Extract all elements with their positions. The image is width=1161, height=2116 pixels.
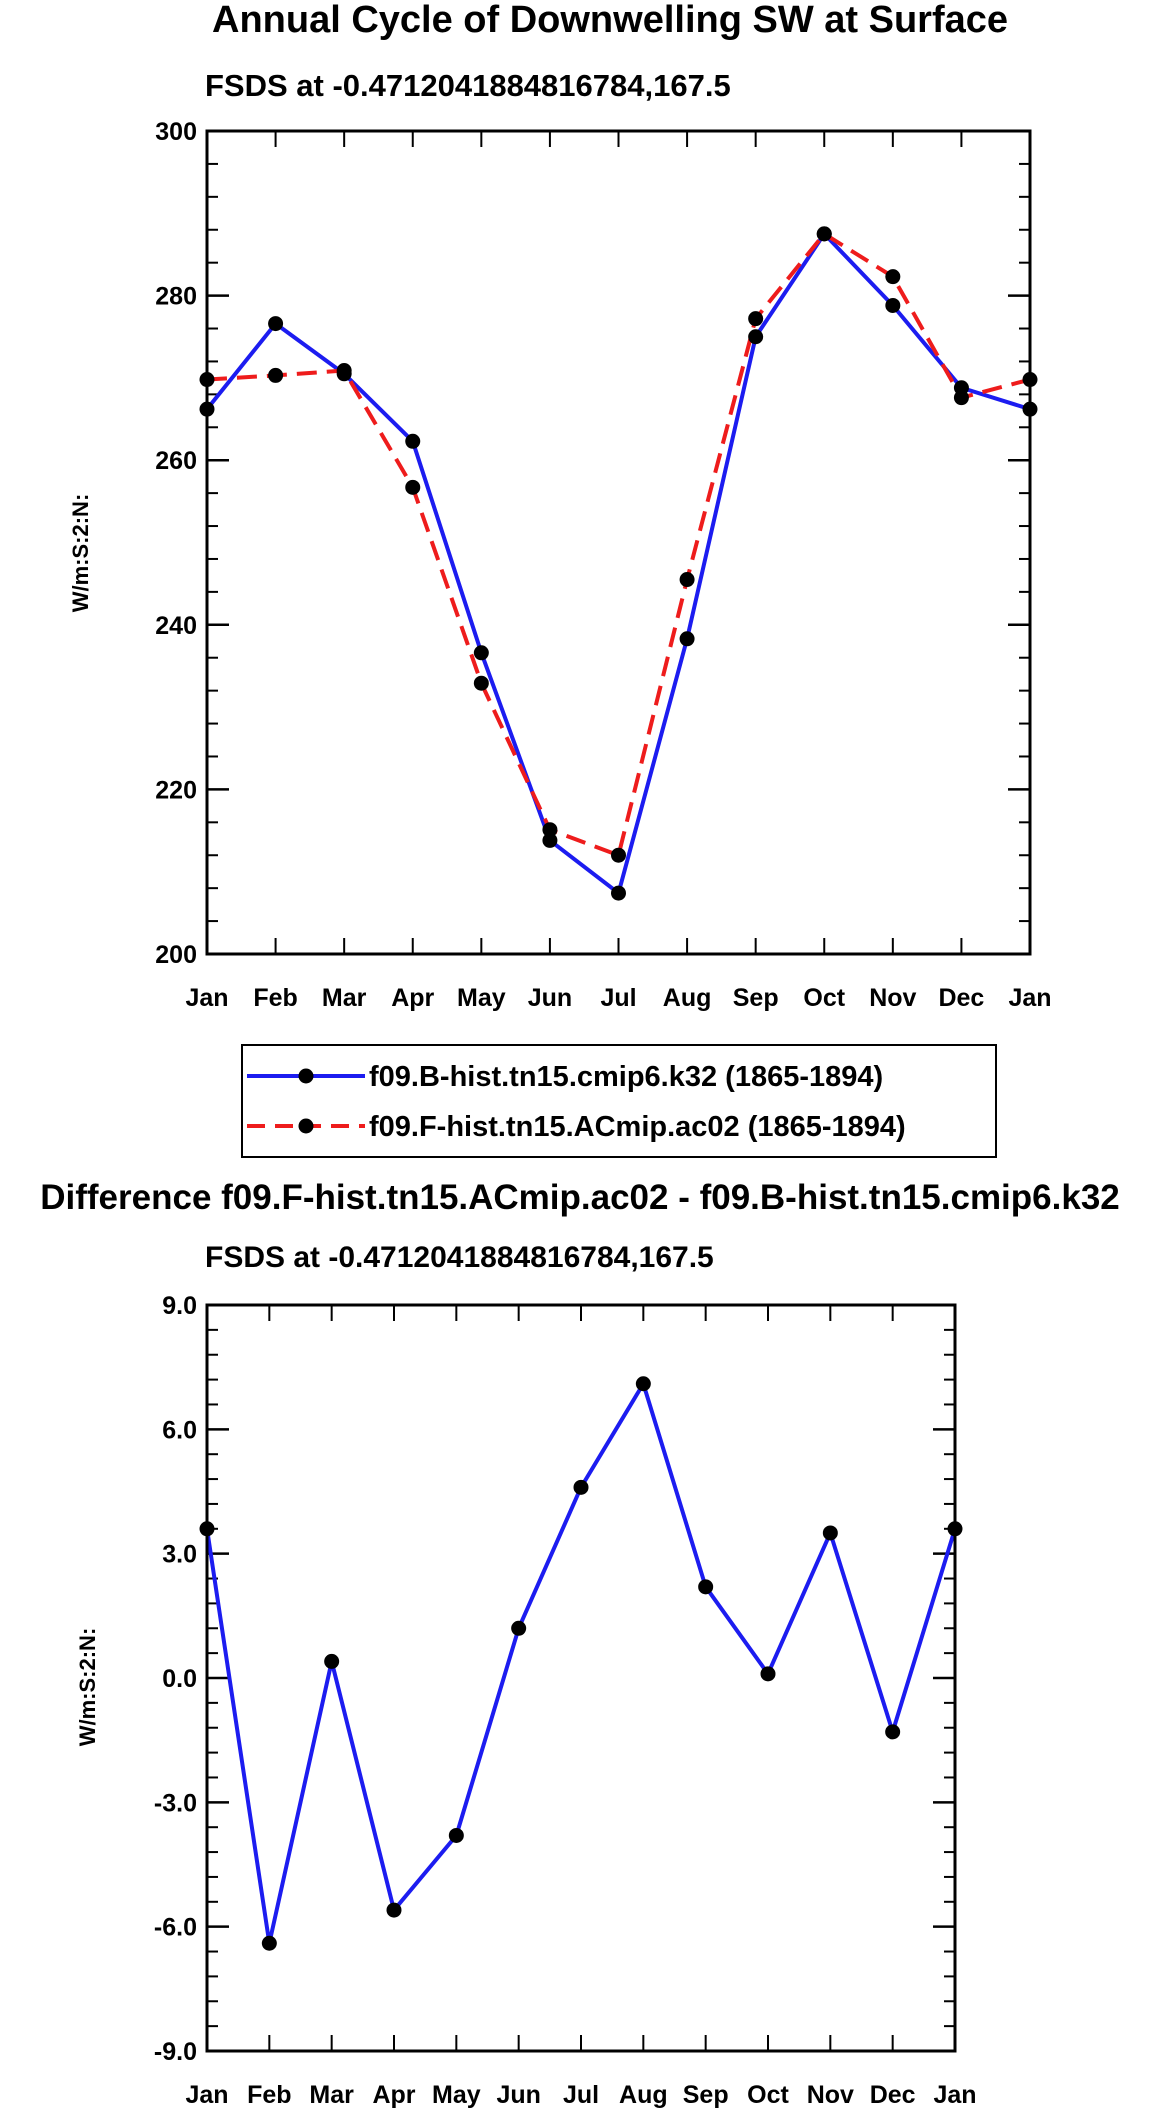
chart1-x-tick-label: Nov — [869, 984, 916, 1012]
chart1-legend: f09.B-hist.tn15.cmip6.k32 (1865-1894) f0… — [241, 1044, 997, 1158]
chart1-series-1-point — [611, 885, 626, 901]
chart2-series-line-1 — [205, 1381, 957, 1946]
chart1-series-line-1 — [205, 231, 1031, 896]
legend-label-series2: f09.F-hist.tn15.ACmip.ac02 (1865-1894) — [369, 1111, 906, 1143]
chart1-series-2-point — [542, 822, 558, 838]
chart1-series-1-point — [405, 433, 421, 449]
chart2-plot-frame — [205, 1303, 957, 2053]
chart2-series-1-point — [448, 1827, 464, 1843]
chart1-series-1-point — [473, 645, 489, 661]
legend-box — [241, 1044, 997, 1158]
chart2-x-tick-label: Aug — [619, 2081, 668, 2109]
chart1-y-tick-label: 300 — [155, 118, 197, 146]
chart2-y-tick-label: 3.0 — [162, 1541, 197, 1569]
chart1-x-tick-label: Feb — [253, 984, 297, 1012]
chart1-y-tick-label: 220 — [155, 776, 197, 804]
chart1-series-1-point — [542, 832, 558, 848]
chart2-x-tick-label: Apr — [372, 2081, 415, 2109]
chart1-x-tick-label: Sep — [733, 984, 779, 1012]
chart1-series-2-point — [473, 675, 489, 691]
chart1-series-1-point — [748, 329, 764, 345]
chart2-series-1-point — [635, 1376, 651, 1392]
chart2-x-tick-label: May — [432, 2081, 481, 2109]
chart1-series-2-point — [679, 572, 695, 588]
legend-marker-series2 — [298, 1118, 314, 1134]
chart2-x-tick-label: Nov — [807, 2081, 854, 2109]
chart2-y-tick-label: 6.0 — [162, 1416, 197, 1444]
legend-marker-series1 — [298, 1068, 314, 1084]
chart2-x-tick-label: Jan — [933, 2081, 976, 2109]
chart1-series-2-point — [748, 311, 764, 327]
chart1-x-tick-label: Mar — [322, 984, 367, 1012]
legend-label-series1: f09.B-hist.tn15.cmip6.k32 (1865-1894) — [369, 1061, 883, 1093]
chart2-subtitle: FSDS at -0.4712041884816784,167.5 — [205, 1241, 714, 1274]
chart1-series-2-point — [885, 269, 901, 285]
chart2-x-tick-label: Sep — [683, 2081, 729, 2109]
chart2-series-1-point — [386, 1902, 402, 1918]
chart1-series-2-point — [268, 367, 284, 383]
chart1-x-tick-label: Jul — [600, 984, 636, 1012]
chart1-y-tick-label: 200 — [155, 941, 197, 969]
difference-chart: Difference f09.F-hist.tn15.ACmip.ac02 - … — [40, 1178, 1120, 2109]
chart2-series-1-point — [698, 1579, 714, 1595]
chart2-series-1-point — [822, 1525, 838, 1541]
chart2-series-1-point — [511, 1620, 527, 1636]
chart1-x-tick-label: Dec — [938, 984, 984, 1012]
chart2-x-tick-label: Mar — [309, 2081, 354, 2109]
chart1-x-tick-label: Jun — [528, 984, 572, 1012]
chart1-y-tick-label: 260 — [155, 447, 197, 475]
chart1-x-tick-label: Apr — [391, 984, 434, 1012]
chart1-series-2-point — [336, 362, 352, 378]
chart1-series-1-point — [679, 631, 695, 647]
chart2-y-tick-label: 0.0 — [162, 1665, 197, 1693]
chart1-x-tick-label: Jan — [185, 984, 228, 1012]
chart2-series-1-point — [573, 1479, 589, 1495]
chart2-y-tick-label: -9.0 — [154, 2038, 197, 2066]
chart1-y-tick-label: 280 — [155, 283, 197, 311]
chart1-series-1-point — [268, 316, 284, 332]
chart1-series-2-point — [953, 390, 969, 406]
chart1-series-line-2 — [206, 231, 1031, 858]
chart2-y-axis-label: W/m:S:2:N: — [75, 1628, 100, 1747]
chart1-x-tick-label: Jan — [1008, 984, 1051, 1012]
chart2-series-1-point — [760, 1666, 776, 1682]
chart1-x-tick-label: Oct — [803, 984, 845, 1012]
chart2-x-tick-label: Jan — [185, 2081, 228, 2109]
chart2-x-tick-label: Jul — [563, 2081, 599, 2109]
chart2-y-tick-label: -3.0 — [154, 1789, 197, 1817]
chart1-subtitle: FSDS at -0.4712041884816784,167.5 — [205, 68, 731, 103]
annual-cycle-chart: Annual Cycle of Downwelling SW at Surfac… — [68, 0, 1052, 1158]
chart1-title: Annual Cycle of Downwelling SW at Surfac… — [212, 0, 1008, 41]
chart2-series-1-point — [885, 1724, 901, 1740]
chart2-x-tick-label: Oct — [747, 2081, 789, 2109]
chart1-plot-frame — [205, 129, 1032, 956]
chart2-title: Difference f09.F-hist.tn15.ACmip.ac02 - … — [40, 1178, 1120, 1217]
chart2-y-tick-label: 9.0 — [162, 1292, 197, 1320]
chart1-y-axis-label: W/m:S:2:N: — [68, 494, 93, 613]
chart1-series-2-point — [611, 847, 626, 863]
chart2-x-tick-label: Feb — [247, 2081, 291, 2109]
chart2-series-1-point — [261, 1935, 277, 1951]
chart1-series-2-point — [405, 479, 421, 495]
chart1-x-tick-label: May — [457, 984, 506, 1012]
chart2-x-tick-label: Dec — [870, 2081, 916, 2109]
chart2-y-tick-label: -6.0 — [154, 1914, 197, 1942]
chart1-series-2-point — [816, 226, 832, 242]
chart1-series-1-point — [885, 297, 901, 313]
chart2-x-tick-label: Jun — [496, 2081, 540, 2109]
chart1-x-tick-label: Aug — [663, 984, 712, 1012]
chart2-series-1-point — [324, 1653, 340, 1669]
chart1-y-tick-label: 240 — [155, 612, 197, 640]
